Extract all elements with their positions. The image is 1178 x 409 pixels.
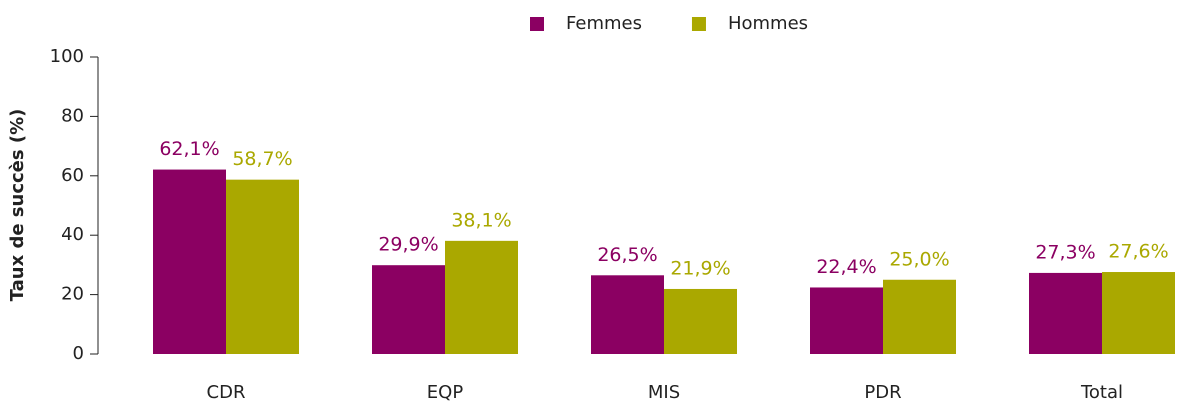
y-axis-label: Taux de succès (%) [7,109,28,302]
value-label: 58,7% [232,148,292,170]
value-label: 27,3% [1035,241,1095,263]
value-label: 26,5% [597,244,657,266]
legend-label: Hommes [728,13,808,34]
bar [372,265,445,354]
x-tick-label: Total [1080,382,1123,403]
bar [883,279,956,354]
x-tick-label: MIS [648,382,680,403]
y-tick-label: 20 [61,284,84,305]
value-label: 22,4% [816,256,876,278]
legend-label: Femmes [566,13,642,34]
bar [664,288,737,354]
value-label: 21,9% [670,257,730,279]
legend-swatch [530,17,544,31]
x-tick-label: EQP [427,382,464,403]
value-label: 38,1% [451,209,511,231]
bar [1029,272,1102,354]
value-label: 25,0% [889,248,949,270]
x-tick-label: CDR [207,382,246,403]
value-label: 27,6% [1108,241,1168,263]
y-tick-label: 40 [61,224,84,245]
value-label: 29,9% [378,234,438,256]
y-tick-label: 60 [61,165,84,186]
bar [591,275,664,354]
bar [810,287,883,354]
y-tick-label: 80 [61,105,84,126]
bar [445,240,518,354]
bar [1102,272,1175,354]
bar [153,169,226,354]
bar [226,179,299,354]
x-tick-label: PDR [864,382,901,403]
value-label: 62,1% [159,138,219,160]
y-tick-label: 0 [73,343,84,364]
y-tick-label: 100 [50,46,84,67]
legend-swatch [691,17,706,31]
